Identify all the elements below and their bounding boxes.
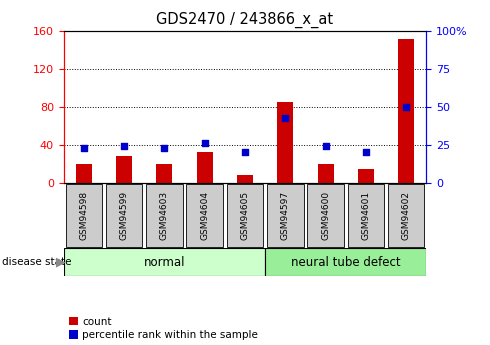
FancyBboxPatch shape (66, 184, 102, 247)
Text: disease state: disease state (2, 257, 72, 267)
Text: GSM94602: GSM94602 (402, 191, 411, 240)
Point (402, 104, 410, 110)
Legend: count, percentile rank within the sample: count, percentile rank within the sample (69, 317, 258, 340)
FancyBboxPatch shape (64, 248, 265, 276)
Text: GSM94601: GSM94601 (361, 191, 370, 240)
FancyBboxPatch shape (265, 248, 426, 276)
Text: GSM94598: GSM94598 (79, 191, 88, 240)
FancyBboxPatch shape (388, 184, 424, 247)
FancyBboxPatch shape (267, 184, 304, 247)
Point (281, 115, 289, 120)
FancyBboxPatch shape (106, 184, 143, 247)
Text: normal: normal (144, 256, 185, 269)
Text: GSM94600: GSM94600 (321, 191, 330, 240)
Bar (156, 164, 172, 183)
Bar (76, 164, 92, 183)
FancyBboxPatch shape (227, 184, 263, 247)
Bar (358, 169, 374, 183)
Point (80, 145, 88, 151)
Text: GDS2470 / 243866_x_at: GDS2470 / 243866_x_at (156, 12, 334, 28)
FancyBboxPatch shape (186, 184, 223, 247)
FancyBboxPatch shape (307, 184, 344, 247)
Point (120, 144, 128, 149)
Bar (277, 102, 294, 183)
Point (321, 144, 329, 149)
Bar (318, 164, 334, 183)
Text: GSM94597: GSM94597 (281, 191, 290, 240)
Point (362, 150, 370, 155)
Text: GSM94603: GSM94603 (160, 191, 169, 240)
Bar (196, 151, 213, 183)
Bar (237, 175, 253, 183)
Text: GSM94599: GSM94599 (120, 191, 129, 240)
Text: GSM94605: GSM94605 (241, 191, 249, 240)
Text: ▶: ▶ (56, 256, 66, 269)
Text: GSM94604: GSM94604 (200, 191, 209, 240)
Point (201, 141, 209, 146)
Point (241, 150, 249, 155)
FancyBboxPatch shape (146, 184, 183, 247)
Bar (116, 156, 132, 183)
Point (161, 145, 169, 151)
FancyBboxPatch shape (347, 184, 384, 247)
Bar (398, 39, 414, 183)
Text: neural tube defect: neural tube defect (291, 256, 400, 269)
